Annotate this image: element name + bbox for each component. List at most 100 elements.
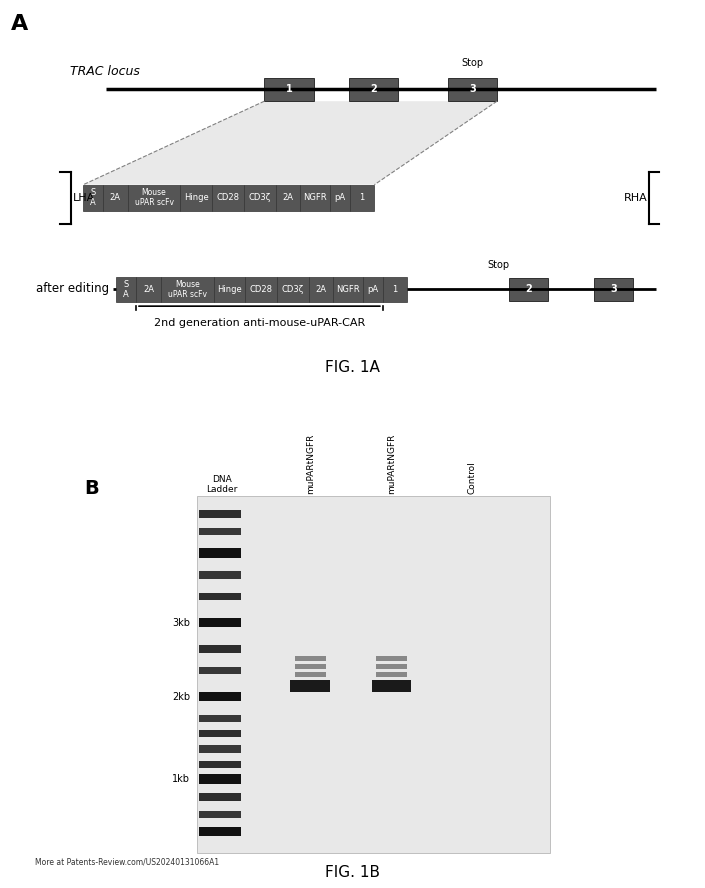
- FancyBboxPatch shape: [199, 693, 241, 701]
- FancyBboxPatch shape: [333, 276, 363, 303]
- FancyBboxPatch shape: [199, 793, 241, 801]
- FancyBboxPatch shape: [199, 511, 241, 518]
- Text: 2: 2: [370, 84, 377, 94]
- FancyBboxPatch shape: [199, 692, 241, 702]
- Text: Control: Control: [468, 462, 477, 495]
- FancyBboxPatch shape: [199, 548, 241, 558]
- FancyBboxPatch shape: [383, 276, 407, 303]
- Text: 2A: 2A: [110, 194, 121, 202]
- FancyBboxPatch shape: [199, 593, 241, 600]
- Text: Hinge: Hinge: [184, 194, 209, 202]
- FancyBboxPatch shape: [376, 656, 407, 662]
- FancyBboxPatch shape: [300, 185, 330, 210]
- FancyBboxPatch shape: [277, 276, 309, 303]
- FancyBboxPatch shape: [509, 278, 548, 301]
- Text: FIG. 1A: FIG. 1A: [325, 360, 380, 375]
- FancyBboxPatch shape: [350, 185, 374, 210]
- Text: after editing: after editing: [36, 282, 109, 295]
- FancyBboxPatch shape: [199, 811, 241, 818]
- Text: NGFR: NGFR: [336, 285, 360, 294]
- FancyBboxPatch shape: [295, 656, 326, 662]
- Text: Hinge: Hinge: [217, 285, 242, 294]
- FancyBboxPatch shape: [199, 730, 241, 737]
- Text: FIG. 1B: FIG. 1B: [325, 865, 380, 880]
- Text: pA: pA: [334, 194, 345, 202]
- FancyBboxPatch shape: [290, 679, 330, 692]
- Text: 3: 3: [610, 284, 617, 295]
- FancyBboxPatch shape: [309, 276, 333, 303]
- Text: 1: 1: [286, 84, 293, 94]
- FancyBboxPatch shape: [594, 278, 633, 301]
- FancyBboxPatch shape: [376, 664, 407, 670]
- FancyBboxPatch shape: [199, 827, 241, 836]
- Text: B: B: [85, 479, 99, 498]
- Text: DNA
Ladder: DNA Ladder: [207, 475, 238, 495]
- FancyBboxPatch shape: [244, 185, 276, 210]
- FancyBboxPatch shape: [103, 185, 128, 210]
- Text: 1kb: 1kb: [172, 774, 190, 784]
- FancyBboxPatch shape: [276, 185, 300, 210]
- FancyBboxPatch shape: [83, 185, 103, 210]
- FancyBboxPatch shape: [212, 185, 244, 210]
- FancyBboxPatch shape: [136, 276, 161, 303]
- Text: CD3ζ: CD3ζ: [282, 285, 304, 294]
- Text: 2A: 2A: [316, 285, 326, 294]
- Text: Stop: Stop: [461, 59, 484, 68]
- FancyBboxPatch shape: [199, 550, 241, 557]
- FancyBboxPatch shape: [199, 715, 241, 722]
- FancyBboxPatch shape: [264, 77, 314, 101]
- FancyBboxPatch shape: [128, 185, 180, 210]
- Text: CD28: CD28: [216, 194, 240, 202]
- Text: muPARtNGFR: muPARtNGFR: [387, 434, 396, 495]
- Text: TRAC locus: TRAC locus: [70, 65, 140, 77]
- Text: S
A: S A: [123, 280, 129, 299]
- FancyBboxPatch shape: [180, 185, 212, 210]
- Text: CD3ζ: CD3ζ: [249, 194, 271, 202]
- FancyBboxPatch shape: [199, 618, 241, 627]
- FancyBboxPatch shape: [199, 774, 241, 784]
- Text: Mouse
uPAR scFv: Mouse uPAR scFv: [168, 280, 207, 299]
- FancyBboxPatch shape: [199, 760, 241, 768]
- Text: 3: 3: [469, 84, 476, 94]
- Text: 2A: 2A: [143, 285, 154, 294]
- FancyBboxPatch shape: [295, 671, 326, 677]
- Text: NGFR: NGFR: [303, 194, 327, 202]
- FancyBboxPatch shape: [199, 646, 241, 653]
- Text: Stop: Stop: [487, 259, 509, 270]
- FancyBboxPatch shape: [199, 667, 241, 674]
- FancyBboxPatch shape: [116, 276, 136, 303]
- FancyBboxPatch shape: [199, 776, 241, 783]
- Text: S
A: S A: [90, 188, 96, 208]
- FancyBboxPatch shape: [448, 77, 497, 101]
- Text: muPARtNGFR: muPARtNGFR: [306, 434, 314, 495]
- FancyBboxPatch shape: [245, 276, 277, 303]
- FancyBboxPatch shape: [197, 496, 550, 853]
- Text: 2nd generation anti-mouse-uPAR-CAR: 2nd generation anti-mouse-uPAR-CAR: [154, 318, 365, 328]
- Text: More at Patents-Review.com/US20240131066A1: More at Patents-Review.com/US20240131066…: [35, 857, 219, 867]
- FancyBboxPatch shape: [330, 185, 350, 210]
- FancyBboxPatch shape: [295, 664, 326, 670]
- Text: 2: 2: [525, 284, 532, 295]
- Text: 2kb: 2kb: [172, 692, 190, 702]
- FancyBboxPatch shape: [199, 527, 241, 535]
- Text: A: A: [11, 14, 27, 34]
- FancyBboxPatch shape: [363, 276, 383, 303]
- FancyBboxPatch shape: [199, 619, 241, 627]
- Text: 1: 1: [360, 194, 364, 202]
- FancyBboxPatch shape: [214, 276, 245, 303]
- Polygon shape: [83, 101, 497, 185]
- Text: 1: 1: [393, 285, 398, 294]
- Text: RHA: RHA: [624, 193, 648, 202]
- Text: 3kb: 3kb: [172, 617, 190, 628]
- FancyBboxPatch shape: [376, 671, 407, 677]
- Text: LHA: LHA: [73, 193, 95, 202]
- Text: pA: pA: [367, 285, 379, 294]
- FancyBboxPatch shape: [199, 745, 241, 753]
- FancyBboxPatch shape: [199, 571, 241, 579]
- Text: CD28: CD28: [250, 285, 273, 294]
- FancyBboxPatch shape: [372, 679, 411, 692]
- FancyBboxPatch shape: [161, 276, 214, 303]
- Text: Mouse
uPAR scFv: Mouse uPAR scFv: [135, 188, 173, 208]
- Text: 2A: 2A: [283, 194, 293, 202]
- FancyBboxPatch shape: [349, 77, 398, 101]
